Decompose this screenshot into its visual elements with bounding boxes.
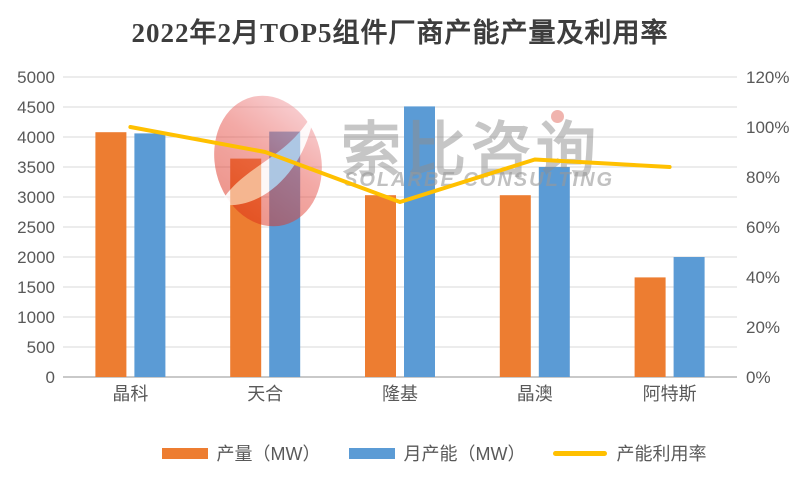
y-axis-left-tick-4500: 4500 <box>17 98 55 117</box>
bar-capacity-天合 <box>269 131 301 377</box>
bar-production-晶科 <box>95 132 127 377</box>
x-axis-category-晶澳: 晶澳 <box>517 384 553 404</box>
y-axis-right-tick-120%: 120% <box>746 68 789 87</box>
legend-swatch-capacity-bar <box>348 447 395 459</box>
x-axis-category-阿特斯: 阿特斯 <box>643 384 697 404</box>
legend-swatch-production-bar <box>161 447 208 459</box>
bar-production-阿特斯 <box>634 277 666 377</box>
bar-production-晶澳 <box>499 195 531 377</box>
bar-capacity-晶科 <box>134 133 166 377</box>
y-axis-left-tick-5000: 5000 <box>17 68 55 87</box>
x-axis-category-晶科: 晶科 <box>112 384 148 404</box>
bar-capacity-晶澳 <box>538 167 570 377</box>
legend-label-capacity: 月产能（MW） <box>403 444 526 464</box>
legend-swatch-utilization-line <box>553 450 608 456</box>
y-axis-left-tick-1000: 1000 <box>17 308 55 327</box>
y-axis-right-tick-40%: 40% <box>746 268 780 287</box>
y-axis-left-tick-4000: 4000 <box>17 128 55 147</box>
chart-title: 2022年2月TOP5组件厂商产能产量及利用率 <box>131 18 669 48</box>
bar-production-天合 <box>230 158 262 377</box>
y-axis-left-tick-500: 500 <box>27 338 55 357</box>
bar-production-隆基 <box>365 195 396 377</box>
x-axis-category-隆基: 隆基 <box>382 384 418 404</box>
x-axis-category-天合: 天合 <box>247 384 283 404</box>
legend-item-production[interactable]: 产量（MW） <box>161 440 321 466</box>
y-axis-left-tick-1500: 1500 <box>17 278 55 297</box>
legend-label-production: 产量（MW） <box>216 444 321 464</box>
y-axis-right-tick-0%: 0% <box>746 368 771 387</box>
y-axis-right-tick-60%: 60% <box>746 218 780 237</box>
y-axis-left-tick-0: 0 <box>46 368 55 387</box>
y-axis-right-tick-80%: 80% <box>746 168 780 187</box>
legend-item-capacity[interactable]: 月产能（MW） <box>348 440 526 466</box>
chart-legend: 产量（MW） 月产能（MW） 产能利用率 <box>34 440 800 466</box>
y-axis-left-tick-3500: 3500 <box>17 158 55 177</box>
y-axis-right-tick-20%: 20% <box>746 318 780 337</box>
y-axis-left-tick-2500: 2500 <box>17 218 55 237</box>
legend-label-utilization: 产能利用率 <box>616 444 707 464</box>
legend-item-utilization[interactable]: 产能利用率 <box>553 440 706 466</box>
bar-capacity-阿特斯 <box>673 257 705 377</box>
bar-capacity-隆基 <box>404 106 435 378</box>
y-axis-left-tick-3000: 3000 <box>17 188 55 207</box>
y-axis-right-tick-100%: 100% <box>746 118 789 137</box>
y-axis-left-tick-2000: 2000 <box>17 248 55 267</box>
